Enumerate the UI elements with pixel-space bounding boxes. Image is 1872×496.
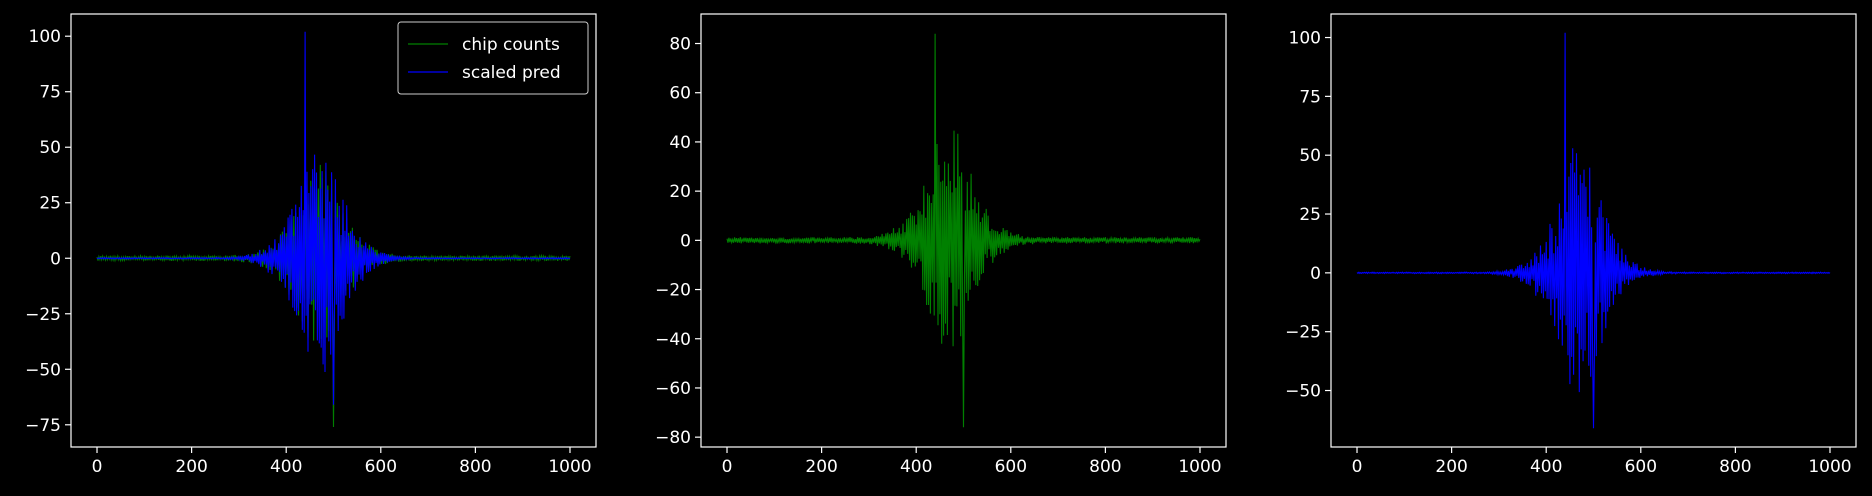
y-tick-label: −60: [655, 379, 691, 399]
y-tick-label: 0: [1310, 264, 1321, 284]
y-tick-label: −40: [655, 330, 691, 350]
y-tick-label: 75: [39, 83, 61, 103]
x-tick-label: 200: [1435, 457, 1467, 477]
series-line-2: [96, 31, 571, 405]
y-tick-label: 80: [669, 35, 691, 55]
y-tick-label: 75: [1299, 87, 1321, 107]
y-tick-label: 25: [1299, 205, 1321, 225]
plot-frame: [70, 13, 597, 448]
y-tick-label: 50: [39, 138, 61, 158]
plot-frame: [1330, 13, 1857, 448]
chart-panel-2: 0 200 400 600 800 1000 −80 −60 −40 −20 0 20 40 60 80: [655, 13, 1227, 477]
y-tick-label: −25: [1285, 323, 1321, 343]
y-tick-label: 20: [669, 182, 691, 202]
y-tick-label: −75: [25, 416, 61, 436]
x-tick-label: 600: [1625, 457, 1657, 477]
y-tick-label: −50: [1285, 382, 1321, 402]
y-tick-label: −25: [25, 305, 61, 325]
y-tick-label: 100: [29, 27, 61, 47]
x-tick-label: 800: [459, 457, 491, 477]
y-tick-label: −20: [655, 281, 691, 301]
x-tick-label: 0: [722, 457, 733, 477]
chart-panel-1: 0 200 400 600 800 1000 −75 −50 −25 0 25 50 75 100 chip…: [25, 13, 597, 477]
series-line-1: [726, 33, 1201, 428]
x-tick-label: 0: [1352, 457, 1363, 477]
x-tick-label: 600: [995, 457, 1027, 477]
y-tick-label: 60: [669, 84, 691, 104]
y-tick-label: 0: [680, 231, 691, 251]
y-tick-label: 0: [50, 249, 61, 269]
legend-box: [397, 21, 589, 95]
x-tick-label: 1000: [1808, 457, 1851, 477]
x-tick-label: 0: [92, 457, 103, 477]
y-tick-label: 40: [669, 133, 691, 153]
x-tick-label: 1000: [1178, 457, 1221, 477]
x-tick-label: 1000: [548, 457, 591, 477]
x-tick-label: 400: [1530, 457, 1562, 477]
y-tick-label: 100: [1289, 29, 1321, 49]
x-tick-label: 200: [175, 457, 207, 477]
legend-label: chip counts: [462, 35, 560, 55]
series-line-1: [1356, 32, 1831, 429]
legend: chip counts scaled pred: [397, 21, 589, 95]
legend-label: scaled pred: [462, 63, 561, 83]
y-tick-label: 50: [1299, 146, 1321, 166]
x-tick-label: 400: [270, 457, 302, 477]
chart-panel-3: 0 200 400 600 800 1000 −50 −25 0 25 50 75 100: [1285, 13, 1857, 477]
x-tick-label: 600: [365, 457, 397, 477]
y-tick-label: 25: [39, 194, 61, 214]
x-tick-label: 800: [1089, 457, 1121, 477]
x-tick-label: 400: [900, 457, 932, 477]
x-tick-label: 800: [1719, 457, 1751, 477]
y-tick-label: −50: [25, 360, 61, 380]
plot-frame: [700, 13, 1227, 448]
y-tick-label: −80: [655, 428, 691, 448]
x-tick-label: 200: [805, 457, 837, 477]
